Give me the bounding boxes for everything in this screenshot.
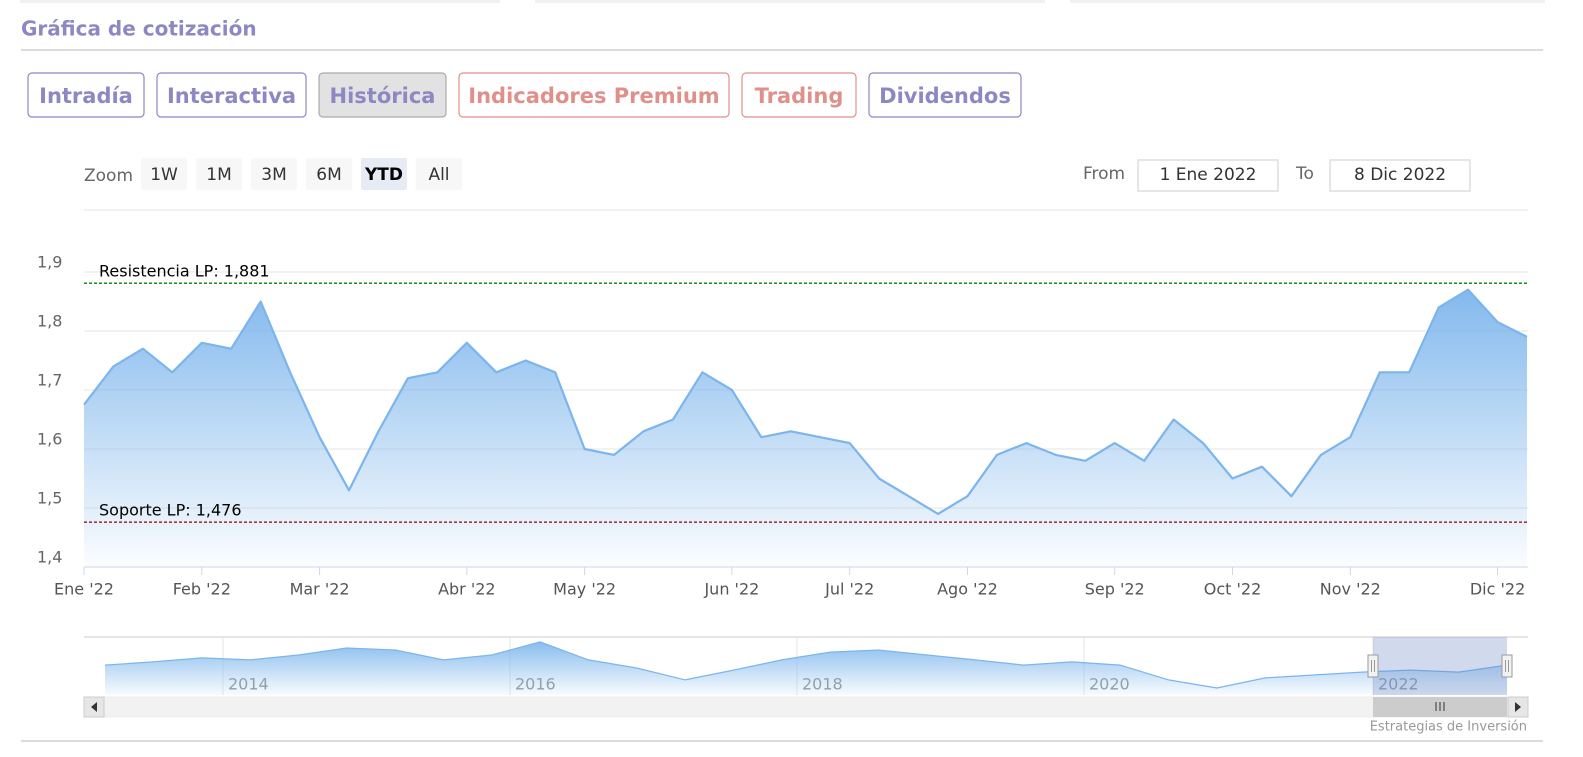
scrollbar-track bbox=[83, 696, 1529, 718]
zoom-button-label[interactable]: 6M bbox=[316, 165, 341, 185]
navigator-handle[interactable] bbox=[1501, 654, 1513, 678]
x-tick-label: Dic '22 bbox=[1470, 580, 1525, 599]
y-tick-label: 1,5 bbox=[37, 489, 62, 508]
zoom-label: Zoom bbox=[84, 166, 133, 186]
x-tick-label: Sep '22 bbox=[1085, 580, 1145, 599]
zoom-button-label[interactable]: 1M bbox=[206, 165, 231, 185]
from-label: From bbox=[1083, 164, 1125, 184]
x-tick-label: Feb '22 bbox=[173, 580, 231, 599]
from-value[interactable]: 1 Ene 2022 bbox=[1160, 165, 1257, 185]
tab-label[interactable]: Intradía bbox=[39, 84, 133, 108]
x-tick-label: May '22 bbox=[553, 580, 616, 599]
zoom-button[interactable] bbox=[416, 158, 462, 190]
tab[interactable] bbox=[27, 72, 145, 118]
x-tick-label: Mar '22 bbox=[290, 580, 350, 599]
tab-label[interactable]: Histórica bbox=[330, 84, 436, 108]
plot-line-label: Soporte LP: 1,476 bbox=[99, 501, 242, 520]
navigator-selection bbox=[1373, 637, 1507, 695]
x-tick-label: Ene '22 bbox=[54, 580, 114, 599]
zoom-button[interactable] bbox=[196, 158, 242, 190]
section-title: Gráfica de cotización bbox=[21, 17, 257, 41]
tab-label[interactable]: Indicadores Premium bbox=[468, 84, 719, 108]
y-tick-label: 1,7 bbox=[37, 371, 62, 390]
zoom-button[interactable] bbox=[251, 158, 297, 190]
area bbox=[84, 289, 1527, 567]
to-input[interactable] bbox=[1329, 159, 1471, 192]
zoom-button-label[interactable]: All bbox=[428, 165, 449, 185]
x-tick-label: Nov '22 bbox=[1320, 580, 1381, 599]
x-tick-label: Oct '22 bbox=[1204, 580, 1262, 599]
navigator-area bbox=[105, 641, 1507, 695]
top-bar bbox=[535, 0, 1045, 3]
y-tick-label: 1,9 bbox=[37, 253, 62, 272]
top-bar bbox=[1070, 0, 1545, 3]
plot-line-label: Resistencia LP: 1,881 bbox=[99, 262, 270, 281]
tab-label[interactable]: Trading bbox=[755, 84, 844, 108]
zoom-button[interactable] bbox=[306, 158, 352, 190]
scrollbar-arrow bbox=[91, 702, 97, 712]
x-tick-label: Ago '22 bbox=[937, 580, 998, 599]
x-tick-label: Jun '22 bbox=[703, 580, 759, 599]
navigator-line bbox=[104, 641, 1508, 689]
to-label: To bbox=[1295, 164, 1314, 184]
line bbox=[83, 288, 1528, 515]
zoom-button-label[interactable]: YTD bbox=[364, 165, 403, 185]
plot: 1,4 1,5 1,6 1,7 1,8 1,9 Ene '22 Feb '22 Mar '22 A… bbox=[37, 253, 1528, 599]
y-tick-label: 1,8 bbox=[37, 312, 62, 331]
tab[interactable] bbox=[458, 72, 730, 118]
zoom-button-label[interactable]: 1W bbox=[150, 165, 178, 185]
tab-label[interactable]: Dividendos bbox=[879, 84, 1011, 108]
zoom-button[interactable] bbox=[361, 158, 407, 190]
tab[interactable] bbox=[741, 72, 857, 118]
tab[interactable] bbox=[156, 72, 307, 118]
tab[interactable] bbox=[318, 72, 447, 118]
zoom-button-label[interactable]: 3M bbox=[261, 165, 286, 185]
y-tick-label: 1,6 bbox=[37, 430, 62, 449]
zoom: Zoom 1W 1M 3M 6M YTD All bbox=[84, 158, 462, 190]
to-value[interactable]: 8 Dic 2022 bbox=[1354, 165, 1446, 185]
tab[interactable] bbox=[868, 72, 1022, 118]
tab-label[interactable]: Interactiva bbox=[167, 84, 296, 108]
navigator: 20142016201820202022 bbox=[83, 636, 1529, 718]
scrollbar-arrow bbox=[1515, 702, 1521, 712]
credit: Estrategias de Inversión bbox=[1370, 720, 1527, 735]
navigator-handle[interactable] bbox=[1367, 654, 1379, 678]
x-tick-label: Abr '22 bbox=[438, 580, 496, 599]
zoom-button[interactable] bbox=[141, 158, 187, 190]
from-input[interactable] bbox=[1137, 159, 1279, 192]
top-bar bbox=[20, 0, 500, 3]
y-tick-label: 1,4 bbox=[37, 548, 62, 567]
x-tick-label: Jul '22 bbox=[824, 580, 874, 599]
tabs: Intradía Interactiva Histórica Indicadores … bbox=[27, 72, 1022, 118]
